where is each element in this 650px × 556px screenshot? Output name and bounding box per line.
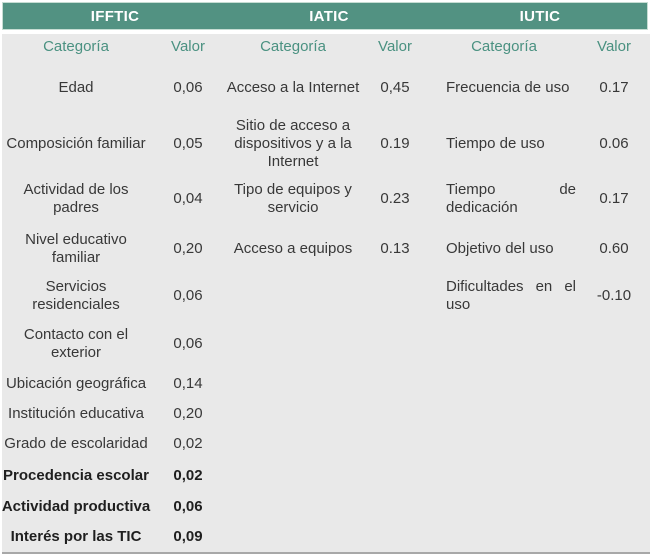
column-header-value: Valor [150,34,226,60]
value-cell: 0,45 [380,79,410,96]
section-title-iutic: IUTIC [431,3,649,29]
value-cell: 0,02 [173,466,203,484]
value-cell: 0,09 [173,528,203,545]
column-header-label: Categoría [43,38,109,55]
category-cell: Interés por las TIC [10,528,142,545]
category-cell: Ubicación geográfica [5,374,147,392]
value-cell: 0,20 [173,405,203,422]
category-cell: Tipo de equipos y servicio [234,181,352,216]
value-cell: 0,20 [173,240,203,257]
table-body: Categoría Valor Categoría Valor Categorí… [2,34,650,554]
value-cell: -0.10 [596,287,632,304]
column-header-value: Valor [360,34,430,60]
column-header-label: Valor [597,38,631,55]
column-header-label: Categoría [471,38,537,55]
column-header-value: Valor [578,34,650,60]
value-cell: 0.60 [599,240,629,257]
category-cell: Sitio de acceso a dispositivos y a la In… [234,117,352,170]
value-cell: 0.17 [599,79,629,96]
value-cell: 0,02 [173,435,203,452]
value-cell: 0,06 [173,287,203,304]
category-cell: Composición familiar [6,135,146,152]
section-title-label: IATIC [309,7,349,25]
value-cell: 0,05 [173,135,203,152]
category-cell: Tiempo de dedicación [446,181,576,216]
column-header-category: Categoría [226,34,360,60]
section-title-iatic: IATIC [227,3,431,29]
category-cell: Edad [58,79,94,96]
table-header-band: IFFTIC IATIC IUTIC [2,2,648,30]
category-cell: Dificultades en el uso [446,278,576,313]
value-cell: 0,06 [173,79,203,96]
column-header-label: Valor [171,38,205,55]
category-cell: Actividad de los padres [23,181,129,216]
category-cell: Grado de escolaridad [4,435,148,452]
value-cell: 0.19 [380,135,410,152]
value-cell: 0.13 [380,240,410,257]
value-cell: 0,14 [173,374,203,392]
category-cell: Frecuencia de uso [446,79,570,96]
category-cell: Contacto con el exterior [23,326,129,361]
category-cell: Institución educativa [8,405,144,422]
value-cell: 0,06 [173,335,203,352]
category-cell: Servicios residenciales [32,278,120,313]
column-header-category: Categoría [430,34,578,60]
category-cell: Tiempo de uso [446,135,545,152]
value-cell: 0,06 [173,498,203,515]
value-cell: 0,04 [173,190,203,207]
category-cell: Objetivo del uso [446,240,554,257]
column-header-label: Valor [378,38,412,55]
column-header-label: Categoría [260,38,326,55]
section-title-label: IFFTIC [90,7,140,25]
category-cell: Nivel educativo familiar [25,231,127,266]
value-cell: 0.23 [380,190,410,207]
section-title-label: IUTIC [519,7,561,25]
category-cell: Acceso a la Internet [226,79,360,96]
value-cell: 0.17 [599,190,629,207]
value-cell: 0.06 [599,135,629,152]
category-cell: Actividad productiva [1,498,151,515]
category-cell: Acceso a equipos [233,240,353,257]
section-title-ifftic: IFFTIC [3,3,227,29]
column-header-category: Categoría [2,34,150,60]
category-cell: Procedencia escolar [3,466,149,484]
